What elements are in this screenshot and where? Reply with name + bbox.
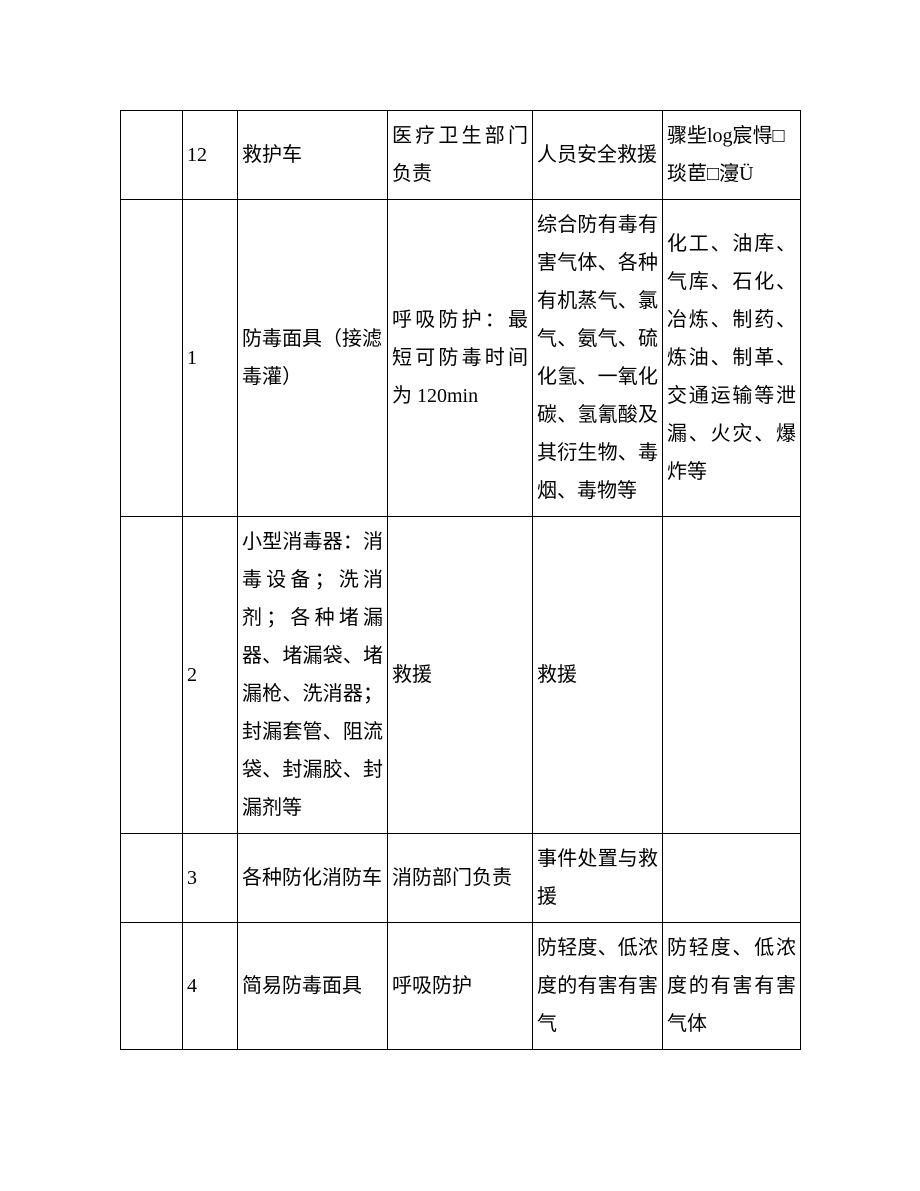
cell: 防毒面具（接滤毒灌） xyxy=(238,200,388,517)
equipment-table: 12 救护车 医疗卫生部门负责 人员安全救援 骤㘹log宸㥂□琰茞□濅Ü 1 防… xyxy=(120,110,801,1050)
cell xyxy=(663,517,801,834)
cell: 综合防有毒有害气体、各种有机蒸气、氯气、氨气、硫化氢、一氧化碳、氢氰酸及其衍生物… xyxy=(533,200,663,517)
cell: 3 xyxy=(183,834,238,923)
table-row: 12 救护车 医疗卫生部门负责 人员安全救援 骤㘹log宸㥂□琰茞□濅Ü xyxy=(121,111,801,200)
cell: 救援 xyxy=(388,517,533,834)
table-row: 4 简易防毒面具 呼吸防护 防轻度、低浓度的有害有害气 防轻度、低浓度的有害有害… xyxy=(121,923,801,1050)
cell: 医疗卫生部门负责 xyxy=(388,111,533,200)
cell: 防轻度、低浓度的有害有害气 xyxy=(533,923,663,1050)
cell xyxy=(121,834,183,923)
cell xyxy=(121,517,183,834)
cell xyxy=(121,923,183,1050)
cell: 事件处置与救援 xyxy=(533,834,663,923)
cell: 小型消毒器：消毒设备；洗消剂；各种堵漏器、堵漏袋、堵漏枪、洗消器；封漏套管、阻流… xyxy=(238,517,388,834)
cell: 各种防化消防车 xyxy=(238,834,388,923)
cell: 1 xyxy=(183,200,238,517)
cell: 消防部门负责 xyxy=(388,834,533,923)
cell: 呼吸防护：最短可防毒时间为 120min xyxy=(388,200,533,517)
cell: 骤㘹log宸㥂□琰茞□濅Ü xyxy=(663,111,801,200)
cell: 4 xyxy=(183,923,238,1050)
cell: 简易防毒面具 xyxy=(238,923,388,1050)
cell: 人员安全救援 xyxy=(533,111,663,200)
cell: 12 xyxy=(183,111,238,200)
cell: 防轻度、低浓度的有害有害气体 xyxy=(663,923,801,1050)
cell: 救援 xyxy=(533,517,663,834)
cell: 救护车 xyxy=(238,111,388,200)
cell: 化工、油库、气库、石化、冶炼、制药、炼油、制革、交通运输等泄漏、火灾、爆炸等 xyxy=(663,200,801,517)
cell xyxy=(121,200,183,517)
table-row: 3 各种防化消防车 消防部门负责 事件处置与救援 xyxy=(121,834,801,923)
table-row: 2 小型消毒器：消毒设备；洗消剂；各种堵漏器、堵漏袋、堵漏枪、洗消器；封漏套管、… xyxy=(121,517,801,834)
cell xyxy=(121,111,183,200)
table-row: 1 防毒面具（接滤毒灌） 呼吸防护：最短可防毒时间为 120min 综合防有毒有… xyxy=(121,200,801,517)
cell: 呼吸防护 xyxy=(388,923,533,1050)
cell: 2 xyxy=(183,517,238,834)
cell xyxy=(663,834,801,923)
